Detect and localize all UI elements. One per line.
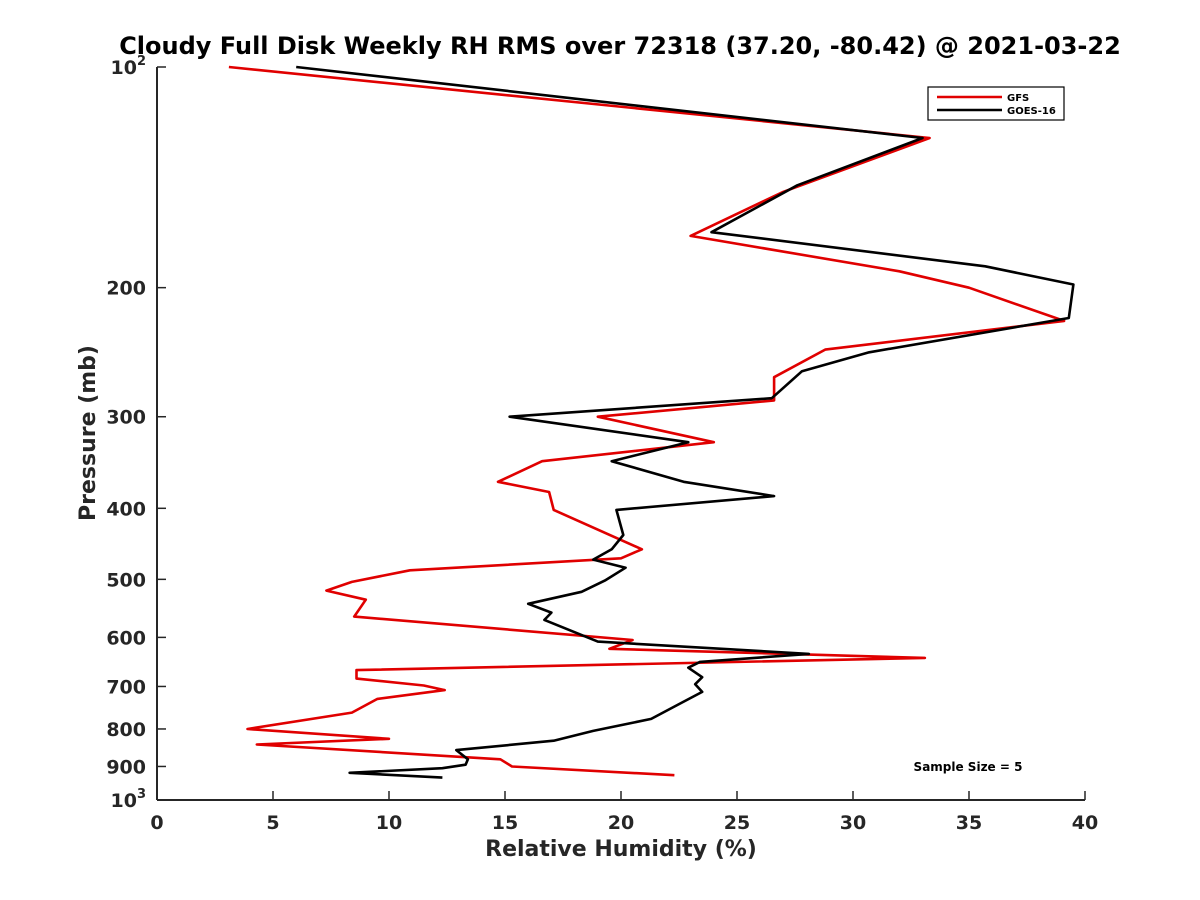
y-axis-label: Pressure (mb) <box>76 345 101 521</box>
series-line-gfs <box>228 65 1066 777</box>
y-tick-exponent: 2 <box>137 54 146 69</box>
y-tick-label: 900 <box>106 756 146 778</box>
x-tick-label: 40 <box>1072 812 1098 834</box>
x-tick-label: 35 <box>956 812 982 834</box>
x-tick-label: 15 <box>492 812 518 834</box>
y-tick-exponent: 3 <box>137 787 146 802</box>
legend-box <box>927 86 1065 121</box>
legend: GFS GOES-16 <box>927 86 1065 121</box>
legend-label-gfs: GFS <box>1007 93 1029 104</box>
x-tick-label: 10 <box>376 812 402 834</box>
y-tick-label: 103 <box>111 787 147 812</box>
x-tick-label: 0 <box>150 812 163 834</box>
legend-label-goes16: GOES-16 <box>1007 106 1056 117</box>
y-tick-base: 10 <box>111 57 137 79</box>
x-tick-label: 5 <box>266 812 279 834</box>
series-line-goes-16 <box>296 65 1075 779</box>
y-tick-label: 102 <box>111 54 147 79</box>
y-tick-label: 800 <box>106 719 146 741</box>
sample-size-annotation: Sample Size = 5 <box>914 760 1023 774</box>
series-layer <box>228 65 1075 779</box>
y-tick-label: 200 <box>106 278 146 300</box>
axis-ticks <box>156 66 1086 801</box>
y-tick-base: 10 <box>111 790 137 812</box>
y-tick-label: 600 <box>106 627 146 649</box>
y-tick-label: 300 <box>106 407 146 429</box>
x-tick-labels: 0 5 10 15 20 25 30 35 40 <box>150 812 1098 834</box>
x-axis-label: Relative Humidity (%) <box>485 837 757 862</box>
x-tick-label: 25 <box>724 812 750 834</box>
chart-title: Cloudy Full Disk Weekly RH RMS over 7231… <box>119 32 1121 60</box>
y-tick-label: 500 <box>106 569 146 591</box>
x-tick-label: 30 <box>840 812 866 834</box>
x-tick-label: 20 <box>608 812 634 834</box>
y-tick-label: 400 <box>106 498 146 520</box>
y-tick-label: 700 <box>106 676 146 698</box>
